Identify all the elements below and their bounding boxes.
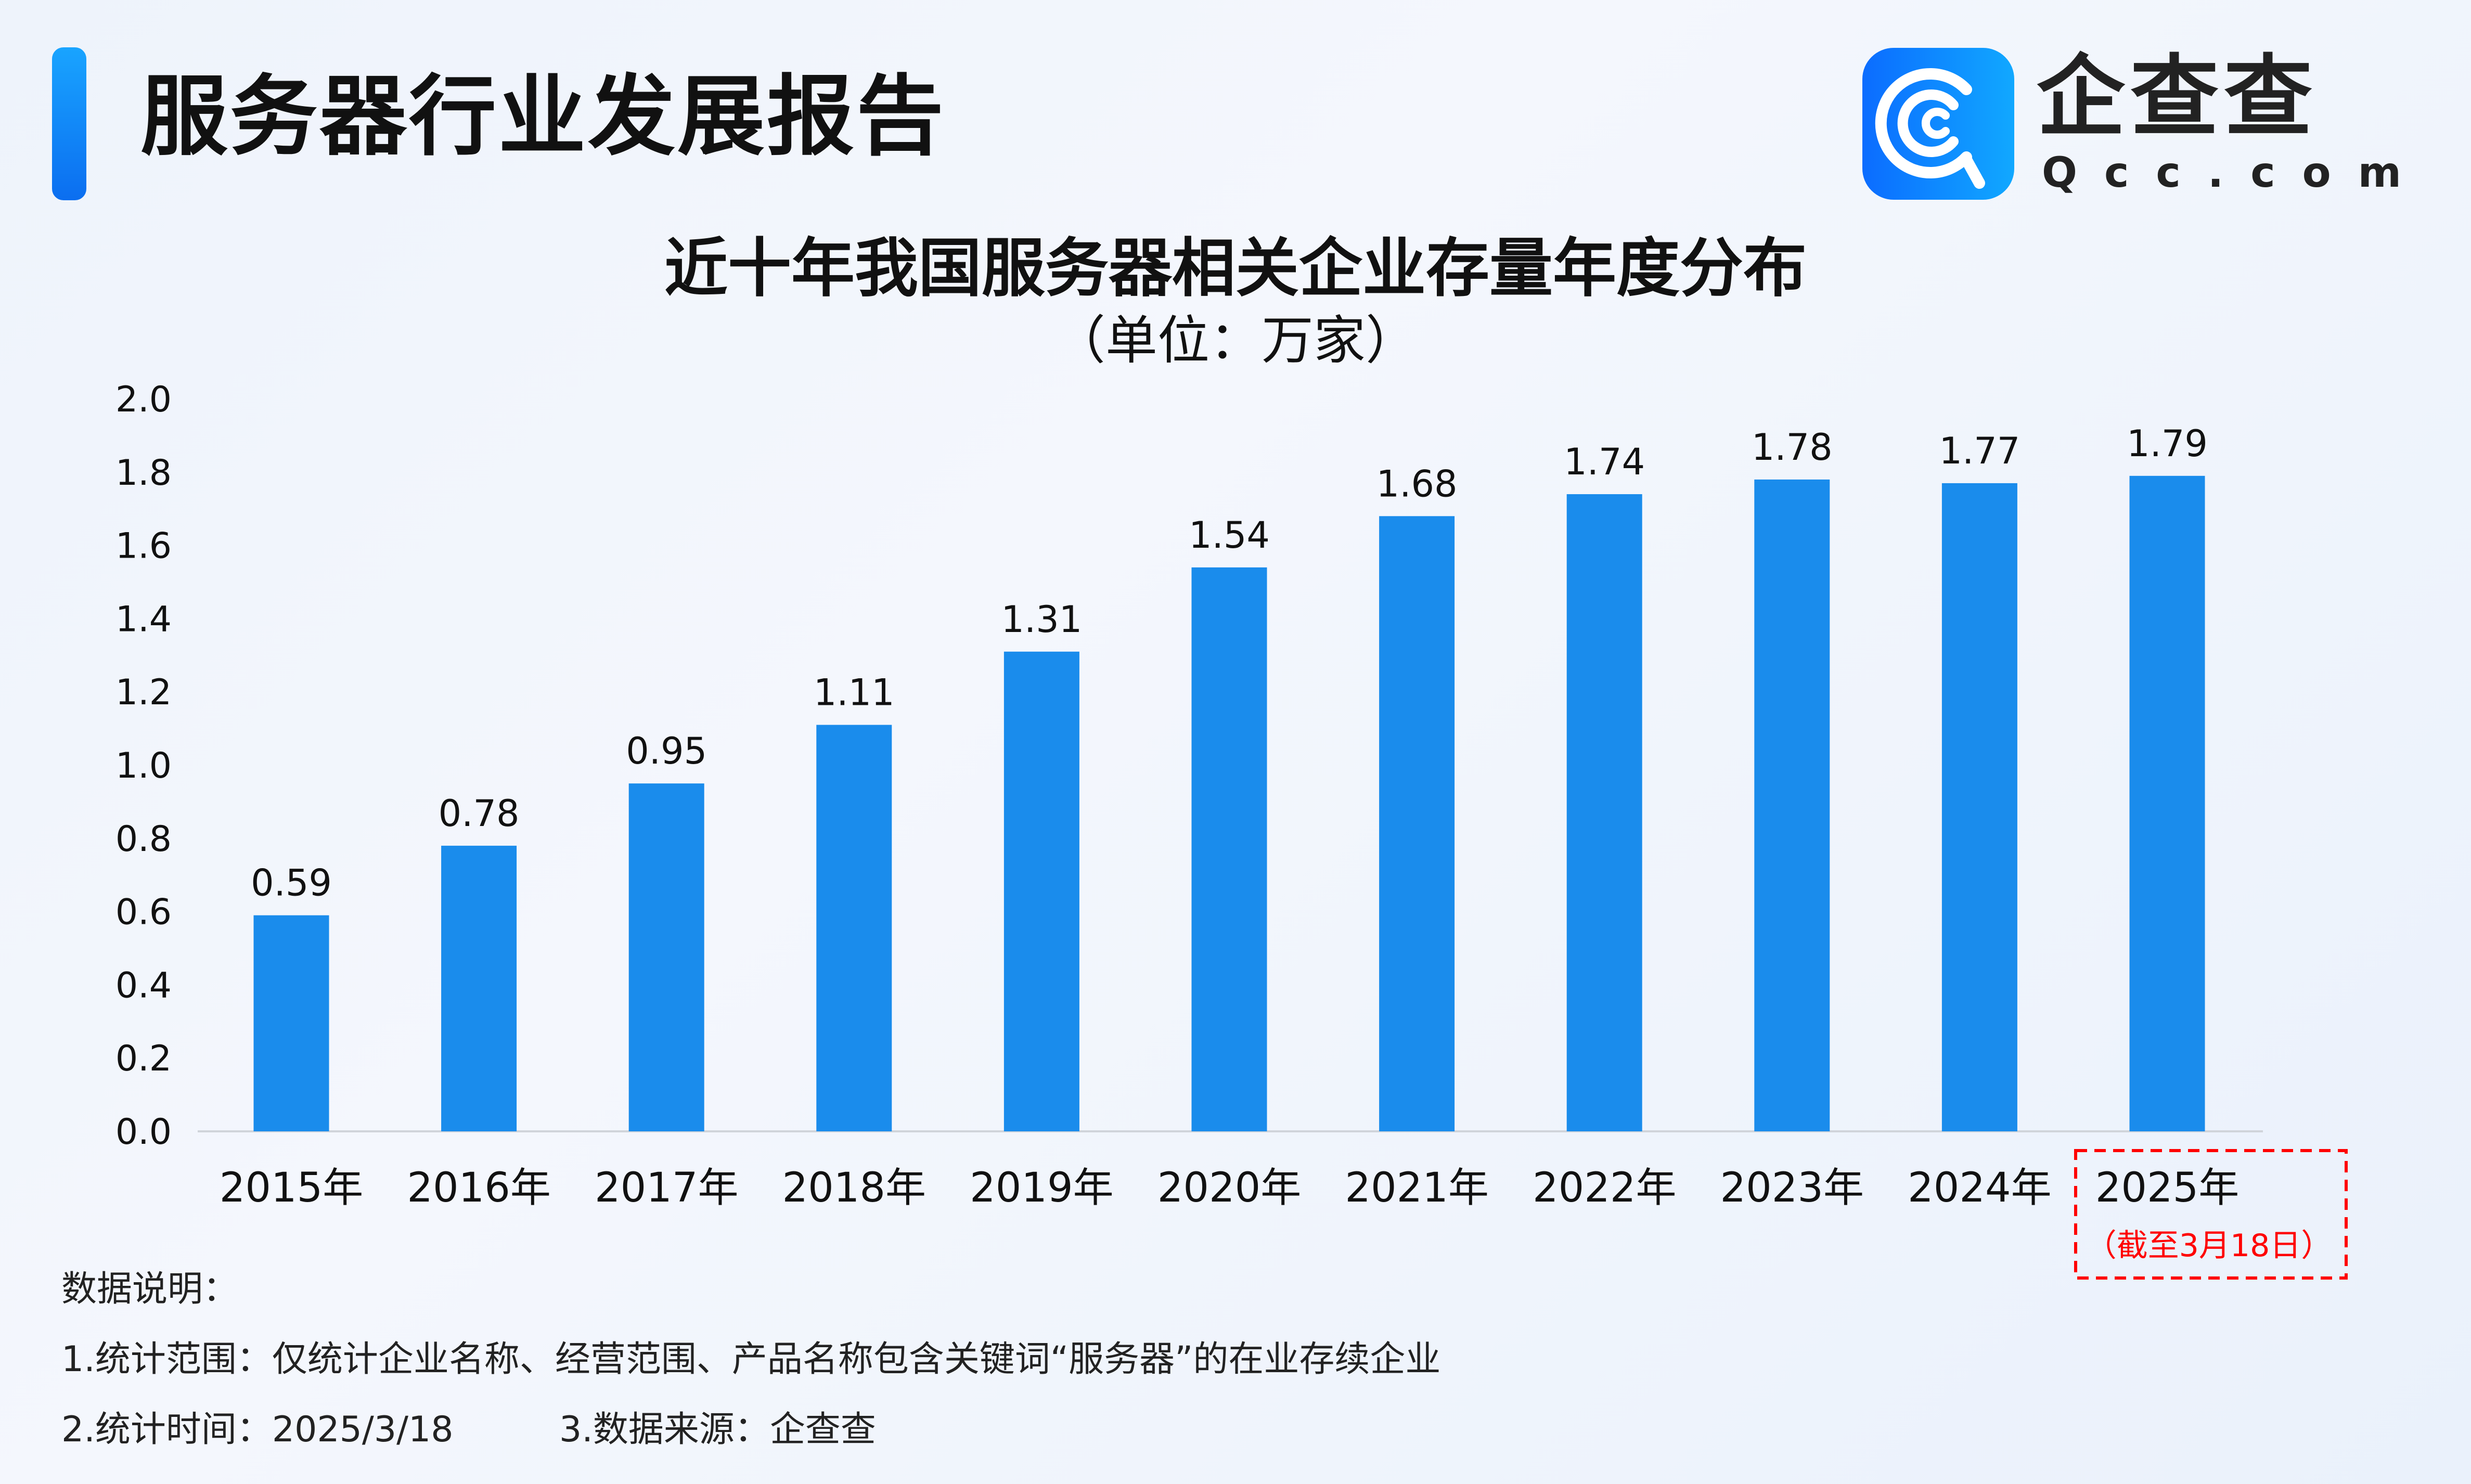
annotation-text: （截至3月18日）: [2086, 1228, 2333, 1264]
x-tick-label: 2016年: [407, 1165, 551, 1211]
annotation-box: [2074, 1149, 2348, 1280]
data-label: 1.68: [1376, 462, 1458, 505]
y-tick-label: 0.4: [115, 965, 172, 1006]
bar: [1379, 516, 1455, 1131]
qcc-logo-icon: [1862, 48, 2014, 200]
bar: [441, 845, 517, 1131]
y-tick-label: 1.2: [115, 672, 172, 713]
bar: [1941, 483, 2017, 1132]
y-tick-label: 1.0: [115, 745, 172, 786]
qcc-logo: 企查查 Qcc.com: [1862, 46, 2401, 204]
x-tick-label: 2021年: [1345, 1165, 1489, 1211]
y-tick-label: 0.0: [115, 1112, 172, 1153]
data-label: 1.11: [814, 672, 895, 714]
data-label: 1.74: [1564, 441, 1645, 483]
bar: [1566, 494, 1642, 1131]
x-tick-label: 2024年: [1908, 1165, 2052, 1211]
header-accent-bar: [52, 47, 86, 200]
x-tick-label: 2017年: [595, 1165, 739, 1211]
y-tick-label: 2.0: [115, 379, 172, 420]
y-tick-label: 0.6: [115, 892, 172, 933]
x-tick-label: 2019年: [970, 1165, 1114, 1211]
y-tick-label: 1.8: [115, 453, 172, 494]
data-label: 0.59: [251, 862, 332, 905]
data-label: 0.95: [626, 730, 707, 772]
notes-scope: 1.统计范围：仅统计企业名称、经营范围、产品名称包含关键词“服务器”的在业存续企…: [61, 1339, 1441, 1380]
notes-time: 2.统计时间：2025/3/18: [61, 1409, 454, 1450]
y-tick-label: 1.6: [115, 526, 172, 567]
data-label: 0.78: [439, 792, 520, 835]
data-label: 1.77: [1939, 430, 2020, 472]
chart-subtitle: （单位：万家）: [1053, 310, 1418, 371]
notes-heading: 数据说明：: [61, 1269, 239, 1310]
bar: [628, 783, 704, 1131]
bar: [816, 725, 892, 1131]
chart-title: 近十年我国服务器相关企业存量年度分布: [664, 231, 1807, 305]
x-tick-label: 2020年: [1157, 1165, 1302, 1211]
page-title: 服务器行业发展报告: [140, 66, 946, 167]
bar: [253, 915, 329, 1131]
data-label: 1.79: [2127, 422, 2208, 465]
y-tick-label: 0.8: [115, 819, 172, 860]
bar: [1754, 479, 1830, 1131]
bar: [1191, 567, 1267, 1131]
bar: [1003, 651, 1079, 1131]
y-tick-label: 0.2: [115, 1038, 172, 1079]
data-label: 1.54: [1189, 514, 1270, 557]
data-label: 1.78: [1752, 426, 1833, 469]
x-tick-label: 2023年: [1720, 1165, 1864, 1211]
notes-source: 3.数据来源：企查查: [559, 1409, 876, 1450]
bar: [2129, 475, 2205, 1131]
x-tick-label: 2018年: [782, 1165, 926, 1211]
logo-text-cn: 企查查: [2037, 46, 2318, 149]
x-tick-label: 2022年: [1533, 1165, 1677, 1211]
x-tick-label: 2025年: [2095, 1165, 2240, 1211]
logo-text-en: Qcc.com: [2042, 148, 2428, 197]
data-label: 1.31: [1001, 598, 1082, 641]
x-tick-label: 2015年: [220, 1165, 364, 1211]
y-tick-label: 1.4: [115, 599, 172, 640]
